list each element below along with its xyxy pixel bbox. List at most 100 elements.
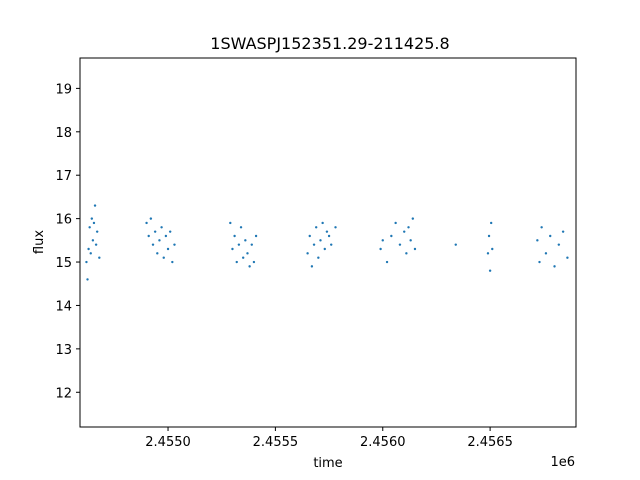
data-point	[145, 221, 148, 225]
data-point	[310, 265, 314, 268]
x-tick-label: 2.4565	[467, 435, 513, 450]
data-point	[92, 221, 96, 225]
data-point	[549, 234, 552, 238]
data-point	[239, 226, 243, 229]
data-point	[536, 239, 539, 242]
data-point	[241, 256, 245, 259]
data-point	[233, 234, 236, 238]
x-axis-label: time	[313, 456, 342, 471]
data-point	[156, 252, 159, 255]
data-point	[381, 239, 384, 242]
data-point	[151, 243, 155, 246]
data-point	[90, 217, 94, 220]
data-point	[173, 243, 176, 246]
data-point	[398, 243, 402, 246]
data-point	[488, 269, 492, 272]
data-point	[89, 252, 92, 255]
data-point	[561, 230, 565, 233]
data-point	[379, 247, 382, 251]
y-tick-label: 14	[55, 299, 72, 314]
data-point	[486, 252, 490, 255]
data-point	[566, 256, 569, 259]
data-point	[237, 243, 241, 246]
data-point	[553, 265, 556, 268]
data-point	[413, 247, 417, 251]
data-point	[160, 226, 163, 229]
data-point	[91, 239, 95, 242]
data-point	[95, 230, 99, 233]
data-point	[390, 234, 393, 238]
y-tick-label: 15	[55, 256, 72, 271]
data-point	[244, 239, 247, 242]
data-point	[403, 230, 406, 233]
data-points	[85, 204, 569, 281]
x-tick-label: 2.4550	[145, 435, 191, 450]
data-point	[87, 247, 90, 251]
y-axis-label: flux	[32, 230, 47, 254]
data-point	[85, 260, 88, 264]
data-point	[312, 243, 316, 246]
data-point	[306, 252, 309, 255]
data-point	[489, 221, 493, 225]
data-point	[252, 260, 256, 264]
data-point	[168, 230, 172, 233]
data-point	[327, 234, 331, 238]
data-point	[162, 256, 165, 259]
data-point	[454, 243, 457, 246]
data-point	[317, 256, 320, 259]
x-tick-label: 2.4555	[253, 435, 299, 450]
y-tick-label: 18	[55, 126, 72, 141]
data-point	[405, 252, 408, 255]
data-point	[325, 230, 329, 233]
data-point	[409, 239, 412, 242]
data-point	[86, 278, 89, 281]
data-point	[171, 260, 174, 264]
data-point	[94, 243, 98, 246]
data-point	[93, 204, 97, 207]
x-axis-offset-label: 1e6	[550, 455, 575, 470]
data-point	[254, 234, 258, 238]
data-point	[158, 239, 161, 242]
data-point	[314, 226, 318, 229]
y-tick-label: 12	[55, 386, 72, 401]
data-point	[407, 226, 410, 229]
data-point	[98, 256, 101, 259]
data-point	[231, 247, 234, 251]
data-point	[308, 234, 311, 238]
data-point	[164, 234, 168, 238]
data-point	[153, 230, 157, 233]
plot-frame	[79, 57, 577, 428]
x-tick-label: 2.4560	[360, 435, 406, 450]
data-point	[491, 247, 494, 251]
data-point	[385, 260, 389, 264]
data-point	[250, 243, 253, 246]
y-tick-label: 19	[55, 82, 72, 97]
data-point	[557, 243, 561, 246]
data-point	[487, 234, 491, 238]
data-point	[540, 226, 543, 229]
data-point	[330, 243, 333, 246]
data-point	[166, 247, 170, 251]
y-tick-label: 13	[55, 343, 72, 358]
y-axis-ticks: 12 13 14 15 16 17 18 19	[55, 82, 80, 401]
data-point	[321, 221, 324, 225]
y-tick-label: 16	[55, 213, 72, 228]
data-point	[88, 226, 91, 229]
data-point	[538, 260, 541, 264]
data-point	[235, 260, 238, 264]
data-point	[248, 265, 251, 268]
data-point	[334, 226, 337, 229]
data-point	[411, 217, 415, 220]
data-point	[246, 252, 249, 255]
data-point	[394, 221, 397, 225]
data-point	[147, 234, 150, 238]
data-point	[544, 252, 548, 255]
y-tick-label: 17	[55, 169, 72, 184]
chart-title: 1SWASPJ152351.29-211425.8	[210, 34, 449, 53]
data-point	[229, 221, 232, 225]
data-point	[323, 247, 326, 251]
data-point	[319, 239, 322, 242]
data-point	[149, 217, 153, 220]
x-axis-ticks: 2.4550 2.4555 2.4560 2.4565	[145, 427, 513, 450]
